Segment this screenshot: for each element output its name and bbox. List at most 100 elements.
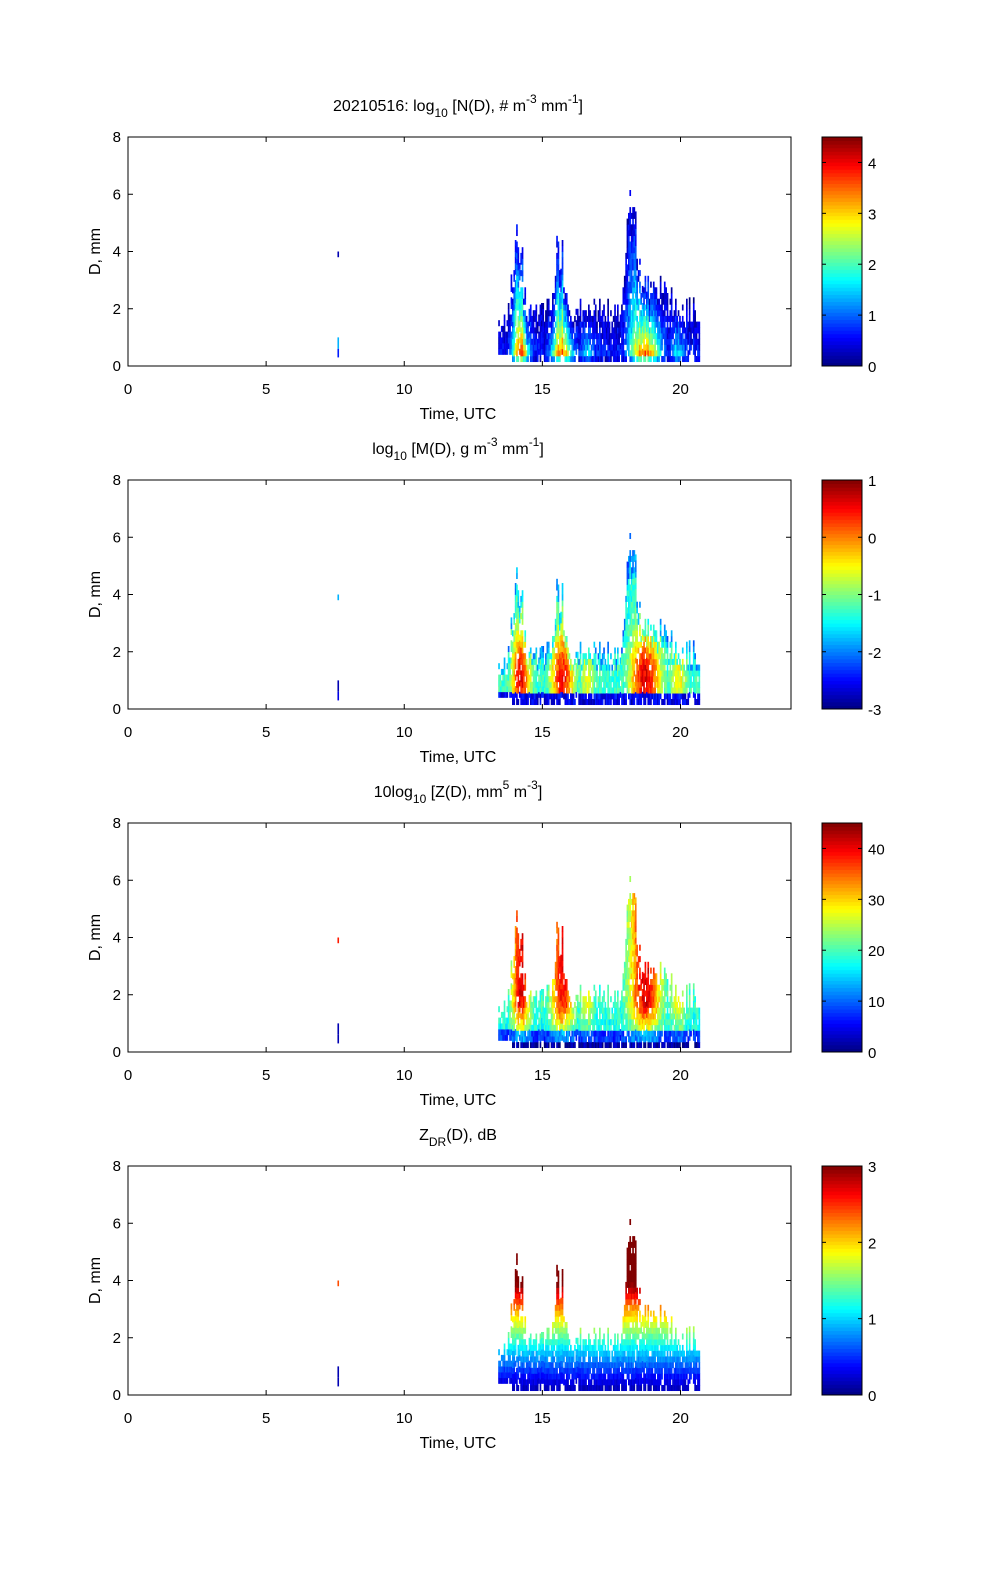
heatmap-cell <box>607 699 609 706</box>
heatmap-cell <box>611 350 614 357</box>
heatmap-cell <box>630 618 633 625</box>
heatmap-cell <box>650 636 652 643</box>
heatmap-cell <box>582 356 585 363</box>
heatmap-cell <box>502 674 504 681</box>
heatmap-cell <box>545 356 547 363</box>
heatmap-cell <box>628 938 630 945</box>
heatmap-cell <box>521 356 524 363</box>
heatmap-cell <box>637 670 640 677</box>
heatmap-cell <box>523 321 525 328</box>
heatmap-cell <box>518 611 521 618</box>
heatmap-cell <box>661 1013 663 1020</box>
heatmap-cell <box>592 315 594 322</box>
heatmap-cell <box>534 333 536 340</box>
heatmap-cell <box>594 990 597 997</box>
heatmap-cell <box>644 344 647 351</box>
heatmap-cell <box>630 298 633 305</box>
heatmap-cell <box>557 607 560 614</box>
heatmap-cell <box>629 224 632 231</box>
heatmap-cell <box>647 670 650 677</box>
heatmap-cell <box>557 676 560 683</box>
heatmap-cell <box>652 658 655 665</box>
heatmap-cell <box>650 338 652 345</box>
heatmap-cell <box>692 303 695 310</box>
heatmap-cell <box>632 264 634 271</box>
heatmap-cell <box>665 293 667 300</box>
heatmap-cell <box>607 1019 609 1026</box>
heatmap-cell <box>666 676 669 683</box>
heatmap-cell <box>554 1024 557 1031</box>
heatmap-cell <box>640 641 643 648</box>
heatmap-cell <box>561 1000 564 1007</box>
heatmap-cell <box>542 1023 545 1030</box>
heatmap-cell <box>607 664 609 671</box>
heatmap-cell <box>625 630 627 637</box>
heatmap-cell <box>601 687 604 694</box>
heatmap-cell <box>498 680 500 687</box>
heatmap-cell <box>622 310 625 317</box>
heatmap-cell <box>626 979 629 986</box>
heatmap-cell <box>626 321 629 328</box>
heatmap-cell <box>599 1013 601 1020</box>
heatmap-cell <box>531 315 533 322</box>
heatmap-cell <box>579 304 582 311</box>
heatmap-cell <box>524 1036 527 1043</box>
heatmap-cell <box>516 1304 518 1311</box>
heatmap-cell <box>527 356 529 363</box>
heatmap-cell <box>629 916 632 923</box>
heatmap-cell <box>538 1034 540 1041</box>
heatmap-cell <box>634 971 637 978</box>
colorbar-swatch <box>822 340 862 346</box>
colorbar-swatch <box>822 480 862 485</box>
heatmap-cell <box>512 1356 514 1363</box>
heatmap-cell <box>507 314 510 321</box>
heatmap-cell <box>554 338 557 345</box>
heatmap-cell <box>641 1034 644 1041</box>
heatmap-cell <box>621 687 623 694</box>
heatmap-cell <box>513 658 516 665</box>
heatmap-cell <box>550 1019 553 1026</box>
heatmap-cell <box>629 876 632 883</box>
heatmap-cell <box>523 333 525 340</box>
heatmap-cell <box>661 333 663 340</box>
heatmap-cell <box>514 937 517 944</box>
heatmap-cell <box>632 653 634 660</box>
heatmap-cell <box>675 687 677 694</box>
heatmap-cell <box>651 693 654 700</box>
heatmap-cell <box>510 1017 513 1024</box>
heatmap-cell <box>658 664 661 671</box>
heatmap-cell <box>643 1001 645 1008</box>
heatmap-cell <box>509 1017 511 1024</box>
heatmap-cell <box>546 693 549 700</box>
heatmap-cell <box>539 327 542 334</box>
heatmap-cell <box>626 996 629 1003</box>
heatmap-cell <box>521 270 524 277</box>
heatmap-cell <box>572 327 575 334</box>
heatmap-cell <box>676 1019 679 1026</box>
heatmap-cell <box>514 1017 517 1024</box>
heatmap-cell <box>617 344 619 351</box>
heatmap-cell <box>516 247 518 254</box>
heatmap-cell <box>652 1007 655 1014</box>
heatmap-cell <box>582 321 585 328</box>
heatmap-cell <box>659 630 662 637</box>
heatmap-cell <box>516 1299 518 1306</box>
colorbar-swatch <box>822 358 862 363</box>
heatmap-cell <box>647 996 650 1003</box>
heatmap-cell <box>556 1013 558 1020</box>
heatmap-cell <box>513 984 516 991</box>
heatmap-cell <box>510 686 513 693</box>
heatmap-cell <box>650 658 652 665</box>
heatmap-cell <box>505 1377 507 1384</box>
heatmap-cell <box>665 641 667 648</box>
heatmap-cell <box>632 979 634 986</box>
heatmap-cell <box>679 676 681 683</box>
heatmap-cell <box>514 291 517 298</box>
heatmap-cell <box>547 333 550 340</box>
colorbar-swatch <box>822 594 862 599</box>
heatmap-cell <box>532 676 535 683</box>
heatmap-cell <box>514 1337 517 1344</box>
heatmap-cell <box>695 687 698 694</box>
heatmap-cell <box>520 338 522 345</box>
heatmap-cell <box>585 356 587 363</box>
